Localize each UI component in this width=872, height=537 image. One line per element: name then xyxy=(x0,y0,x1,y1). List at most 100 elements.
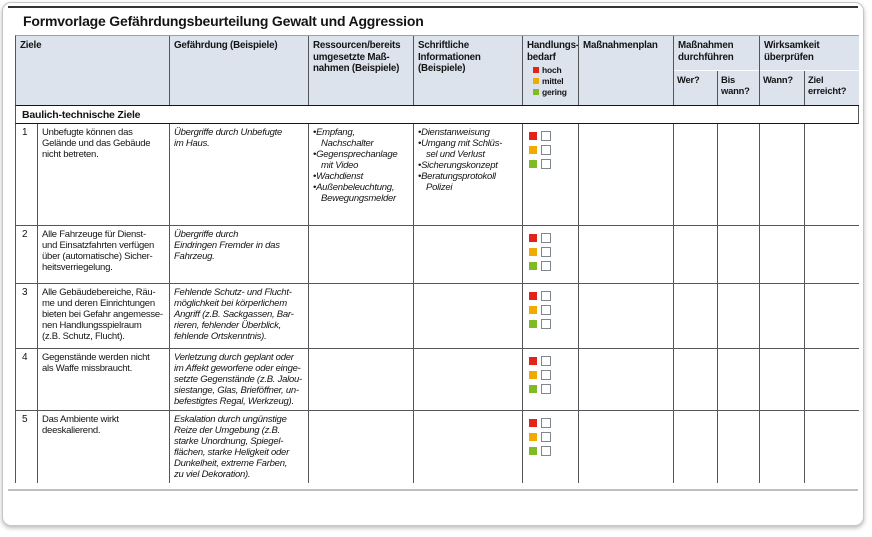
handlungsbedarf-label: Handlungs- bedarf xyxy=(527,40,579,63)
cell-ziel-erreicht xyxy=(805,124,860,225)
handlungsbedarf-gering-row xyxy=(529,317,574,331)
cell-massnahmenplan xyxy=(579,226,674,283)
row-number: 4 xyxy=(16,349,38,410)
cell-ressourcen xyxy=(309,284,414,348)
handlungsbedarf-hoch-row xyxy=(529,416,574,430)
handlungsbedarf-gering-row xyxy=(529,259,574,273)
cell-bis-wann xyxy=(718,284,760,348)
group-title-wirksamkeit: Wirksamkeit überprüfen xyxy=(764,40,820,63)
handlungsbedarf-hoch-checkbox[interactable] xyxy=(541,356,551,366)
legend-mittel-label: mittel xyxy=(542,76,564,86)
handlungsbedarf-hoch-row xyxy=(529,354,574,368)
cell-gefaehrdung: Verletzung durch geplant oder im Affekt … xyxy=(170,349,309,410)
handlungsbedarf-gering-swatch xyxy=(529,262,537,270)
cell-schriftliche-informationen xyxy=(414,284,523,348)
table-row: 2 Alle Fahrzeuge für Dienst- und Einsatz… xyxy=(15,226,859,284)
list-item: Beratungsprotokoll Polizei xyxy=(418,171,518,193)
handlungsbedarf-mittel-checkbox[interactable] xyxy=(541,432,551,442)
cell-schriftliche-informationen: DienstanweisungUmgang mit Schlüs- sel un… xyxy=(414,124,523,225)
handlungsbedarf-gering-checkbox[interactable] xyxy=(541,159,551,169)
list-item: Außenbeleuchtung, Bewegungsmelder xyxy=(313,182,409,204)
cell-bis-wann xyxy=(718,349,760,410)
handlungsbedarf-gering-checkbox[interactable] xyxy=(541,446,551,456)
handlungsbedarf-hoch-checkbox[interactable] xyxy=(541,131,551,141)
handlungsbedarf-mittel-checkbox[interactable] xyxy=(541,247,551,257)
table-body: 1 Unbefugte können das Gelände und das G… xyxy=(15,124,859,483)
handlungsbedarf-hoch-swatch xyxy=(529,292,537,300)
col-group-wirksamkeit-ueberpruefen: Wirksamkeit überprüfen Wann? Ziel erreic… xyxy=(760,36,860,105)
handlungsbedarf-mittel-swatch xyxy=(529,306,537,314)
cell-schriftliche-informationen xyxy=(414,349,523,410)
handlungsbedarf-hoch-checkbox[interactable] xyxy=(541,418,551,428)
cell-gefaehrdung: Übergriffe durch Unbefugte im Haus. xyxy=(170,124,309,225)
handlungsbedarf-gering-row xyxy=(529,444,574,458)
col-group-massnahmen-durchfuehren: Maßnahmen durchführen Wer? Bis wann? xyxy=(674,36,760,105)
handlungsbedarf-gering-checkbox[interactable] xyxy=(541,384,551,394)
cell-handlungsbedarf xyxy=(523,411,579,483)
list-item: Gegensprechanlage mit Video xyxy=(313,149,409,171)
row-number: 1 xyxy=(16,124,38,225)
handlungsbedarf-mittel-checkbox[interactable] xyxy=(541,145,551,155)
top-rule xyxy=(8,6,858,8)
handlungsbedarf-hoch-checkbox[interactable] xyxy=(541,291,551,301)
legend-mittel: mittel xyxy=(533,76,574,86)
page-title: Formvorlage Gefährdungsbeurteilung Gewal… xyxy=(23,13,424,29)
handlungsbedarf-hoch-swatch xyxy=(529,357,537,365)
section-header-baulich-technische-ziele: Baulich-technische Ziele xyxy=(15,106,859,124)
handlungsbedarf-mittel-checkbox[interactable] xyxy=(541,370,551,380)
list-item: Wachdienst xyxy=(313,171,409,182)
assessment-table: Ziele Gefährdung (Beispiele) Ressourcen/… xyxy=(15,35,860,483)
col-header-gefaehrdung: Gefährdung (Beispiele) xyxy=(170,36,309,105)
handlungsbedarf-gering-checkbox[interactable] xyxy=(541,261,551,271)
table-row: 3 Alle Gebäudebereiche, Räu- me und dere… xyxy=(15,284,859,349)
cell-wer xyxy=(674,124,718,225)
priority-mittel-swatch xyxy=(533,78,539,84)
list-item: Empfang, Nachschalter xyxy=(313,127,409,149)
col-header-massnahmenplan: Maßnahmenplan xyxy=(579,36,674,105)
row-number: 3 xyxy=(16,284,38,348)
cell-wann xyxy=(760,411,805,483)
cell-ressourcen xyxy=(309,349,414,410)
handlungsbedarf-gering-swatch xyxy=(529,320,537,328)
handlungsbedarf-mittel-swatch xyxy=(529,371,537,379)
priority-legend: hoch mittel gering xyxy=(529,65,574,97)
cell-wann xyxy=(760,124,805,225)
cell-wann xyxy=(760,226,805,283)
handlungsbedarf-hoch-swatch xyxy=(529,234,537,242)
cell-ziel: Das Ambiente wirkt deeskalierend. xyxy=(38,411,170,483)
handlungsbedarf-hoch-checkbox[interactable] xyxy=(541,233,551,243)
group-title-durchfuehren: Maßnahmen durchführen xyxy=(678,40,734,63)
handlungsbedarf-mittel-row xyxy=(529,303,574,317)
cell-ressourcen: Empfang, NachschalterGegensprechanlage m… xyxy=(309,124,414,225)
handlungsbedarf-mittel-checkbox[interactable] xyxy=(541,305,551,315)
cell-gefaehrdung: Übergriffe durch Eindringen Fremder in d… xyxy=(170,226,309,283)
cell-ressourcen xyxy=(309,226,414,283)
cell-handlungsbedarf xyxy=(523,284,579,348)
handlungsbedarf-gering-swatch xyxy=(529,447,537,455)
handlungsbedarf-gering-swatch xyxy=(529,160,537,168)
table-row: 4 Gegenstände werden nicht als Waffe mis… xyxy=(15,349,859,411)
col-header-ziel-erreicht: Ziel erreicht? xyxy=(808,74,847,96)
cell-gefaehrdung: Eskalation durch ungünstige Reize der Um… xyxy=(170,411,309,483)
priority-gering-swatch xyxy=(533,89,539,95)
cell-ziel: Alle Fahrzeuge für Dienst- und Einsatzfa… xyxy=(38,226,170,283)
handlungsbedarf-mittel-swatch xyxy=(529,146,537,154)
cell-wann xyxy=(760,349,805,410)
handlungsbedarf-gering-checkbox[interactable] xyxy=(541,319,551,329)
cell-wer xyxy=(674,226,718,283)
legend-hoch-label: hoch xyxy=(542,65,562,75)
list-item: Umgang mit Schlüs- sel und Verlust xyxy=(418,138,518,160)
cell-ziel-erreicht xyxy=(805,411,860,483)
handlungsbedarf-gering-swatch xyxy=(529,385,537,393)
cell-ziel-erreicht xyxy=(805,284,860,348)
table-row: 1 Unbefugte können das Gelände und das G… xyxy=(15,124,859,226)
table-header-row: Ziele Gefährdung (Beispiele) Ressourcen/… xyxy=(15,35,860,106)
cell-wer xyxy=(674,284,718,348)
bottom-rule xyxy=(8,489,858,491)
cell-gefaehrdung: Fehlende Schutz- und Flucht- möglichkeit… xyxy=(170,284,309,348)
col-header-wer: Wer? xyxy=(674,71,718,105)
cell-ressourcen xyxy=(309,411,414,483)
group-sub-durchfuehren: Wer? Bis wann? xyxy=(674,70,759,105)
handlungsbedarf-hoch-row xyxy=(529,289,574,303)
col-header-handlungsbedarf: Handlungs- bedarf hoch mittel gering xyxy=(523,36,579,105)
